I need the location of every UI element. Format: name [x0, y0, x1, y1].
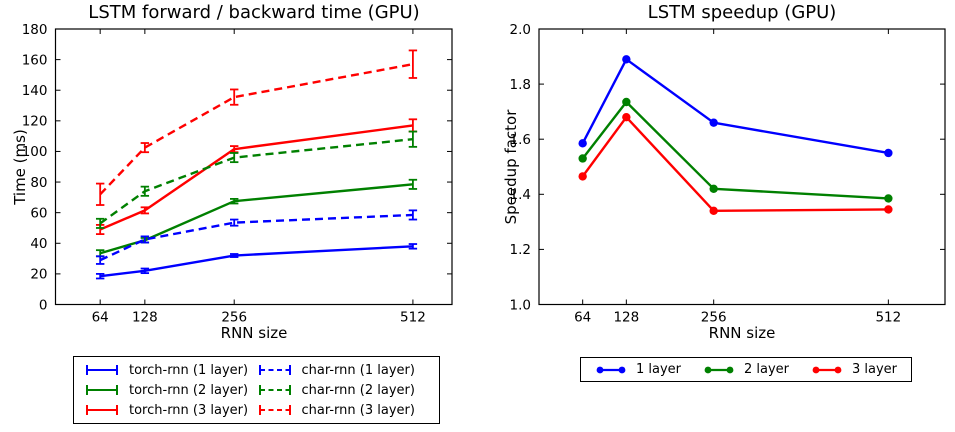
y-tick-label: 1.8: [510, 77, 531, 93]
data-point-marker: [622, 55, 631, 64]
y-tick-label: 1.0: [510, 297, 531, 313]
y-tick-label: 1.4: [510, 187, 531, 203]
chart-1-ticks: [539, 28, 945, 305]
chart-0-ticks: [55, 28, 452, 305]
legend-entry-label: torch-rnn (1 layer): [129, 362, 249, 378]
dashed-errorbar-legend-icon: [258, 385, 291, 395]
y-tick-label: 180: [22, 22, 48, 38]
series-line: [581, 58, 889, 155]
solid-errorbar-legend-icon: [86, 385, 118, 395]
series-1-layer: [578, 55, 893, 158]
legend-entry-label: torch-rnn (3 layer): [129, 402, 249, 418]
x-tick-label: 256: [701, 310, 727, 326]
right-x-axis-label: RNN size: [708, 324, 776, 342]
legend-entry-char-rnn-3-layer: char-rnn (3 layer): [257, 402, 430, 418]
series-line: [99, 213, 413, 262]
series-line: [99, 138, 414, 225]
data-point-marker: [578, 172, 587, 181]
data-point-marker: [622, 112, 631, 122]
series-torch-rnn-1-layer: [95, 243, 418, 280]
chart-1-axes-frame: [538, 28, 946, 306]
series-char-rnn-3-layer: [95, 49, 418, 206]
x-tick-label: 128: [132, 310, 158, 326]
series-3-layer: [578, 112, 893, 216]
left-legend: torch-rnn (1 layer) torch-rnn (2 layer) to…: [73, 356, 440, 424]
y-tick-label: 0: [39, 297, 48, 313]
series-char-rnn-2-layer: [95, 130, 418, 229]
legend-entry-label: torch-rnn (2 layer): [129, 382, 249, 398]
chart-1-plot: 64 128 256 512 1.0 1.2 1.4 1.6 1.8 2.0: [510, 22, 946, 326]
x-tick-label: 64: [92, 310, 109, 326]
data-point-marker: [709, 118, 718, 127]
series-line: [99, 124, 414, 231]
right-chart-title: LSTM speedup (GPU): [647, 2, 837, 23]
series-2-layer: [578, 97, 893, 203]
y-tick-label: 20: [30, 267, 47, 283]
legend-entry-torch-rnn-2-layer: torch-rnn (2 layer): [84, 382, 257, 398]
legend-entry-label: 2 layer: [743, 362, 790, 377]
data-point-marker: [578, 139, 587, 148]
left-x-axis-label: RNN size: [220, 324, 288, 342]
right-y-axis-label: Speedup factor: [502, 109, 520, 225]
data-point-marker: [709, 206, 718, 216]
x-tick-label: 512: [875, 310, 901, 326]
series-line: [581, 115, 889, 213]
y-tick-label: 120: [22, 114, 48, 130]
legend-entry-label: 3 layer: [851, 362, 897, 377]
dot-line-legend-icon: [812, 366, 842, 373]
legend-entry-torch-rnn-3-layer: torch-rnn (3 layer): [84, 402, 257, 418]
legend-entry-torch-rnn-1-layer: torch-rnn (1 layer): [84, 362, 257, 378]
dot-line-legend-icon: [704, 366, 734, 373]
series-line: [100, 245, 413, 278]
x-tick-label: 128: [613, 310, 639, 326]
x-tick-label: 512: [400, 310, 426, 326]
data-point-marker: [884, 148, 893, 158]
data-point-marker: [884, 205, 893, 214]
y-tick-label: 2.0: [510, 22, 531, 38]
series-char-rnn-1-layer: [95, 209, 418, 265]
y-tick-label: 100: [22, 144, 48, 160]
left-chart-title: LSTM forward / backward time (GPU): [88, 2, 420, 23]
x-tick-label: 256: [221, 310, 247, 326]
series-line: [99, 183, 414, 255]
legend-entry-3-layer: 3 layer: [811, 362, 897, 377]
legend-entry-char-rnn-1-layer: char-rnn (1 layer): [257, 362, 430, 378]
right-legend: 1 layer 2 layer 3 layer: [580, 357, 912, 382]
dashed-errorbar-legend-icon: [258, 405, 291, 415]
left-y-axis-label: Time (ms): [11, 129, 29, 205]
legend-entry-char-rnn-2-layer: char-rnn (2 layer): [257, 382, 430, 398]
series-line: [581, 100, 889, 200]
solid-errorbar-legend-icon: [86, 365, 118, 375]
x-tick-label: 64: [574, 310, 591, 326]
legend-entry-1-layer: 1 layer: [595, 362, 681, 377]
data-point-marker: [709, 184, 718, 193]
legend-entry-label: char-rnn (1 layer): [301, 362, 415, 378]
series-line: [99, 63, 414, 196]
dot-line-legend-icon: [596, 366, 626, 373]
legend-entry-label: char-rnn (2 layer): [301, 382, 415, 398]
y-tick-label: 60: [30, 205, 47, 221]
y-tick-label: 1.6: [510, 132, 531, 148]
y-tick-label: 160: [22, 52, 48, 68]
solid-errorbar-legend-icon: [86, 405, 118, 415]
y-tick-label: 80: [30, 175, 47, 191]
dashed-errorbar-legend-icon: [258, 365, 291, 375]
data-point-marker: [884, 194, 893, 203]
legend-entry-label: char-rnn (3 layer): [301, 402, 415, 418]
chart-0-plot: 64 128 256 512 0 20 40 60 80 100 120 140 160 180: [22, 22, 453, 326]
legend-entry-label: 1 layer: [636, 362, 682, 377]
chart-0-axes-frame: [54, 28, 453, 306]
y-tick-label: 140: [22, 83, 48, 99]
y-tick-label: 1.2: [510, 242, 531, 258]
y-tick-label: 40: [30, 236, 47, 252]
legend-entry-2-layer: 2 layer: [703, 362, 789, 377]
data-point-marker: [578, 154, 587, 163]
data-point-marker: [622, 97, 631, 107]
